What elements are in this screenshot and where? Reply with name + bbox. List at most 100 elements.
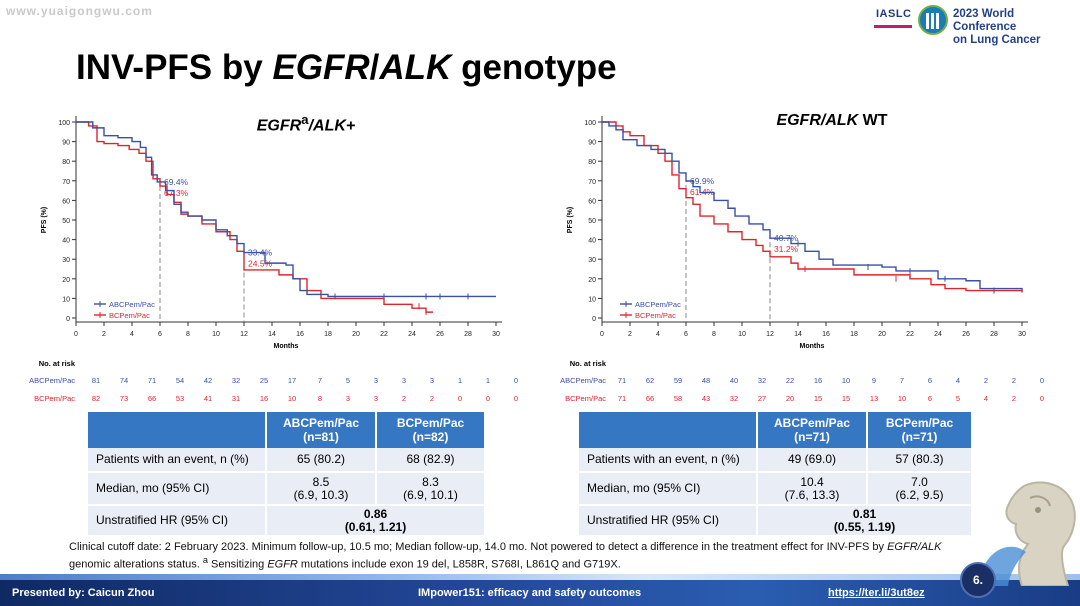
risk-count: 15	[842, 394, 850, 403]
y-tick-label: 60	[588, 198, 596, 205]
x-tick-label: 10	[738, 331, 746, 338]
risk-count: 81	[92, 376, 100, 385]
x-tick-label: 22	[906, 331, 914, 338]
x-tick-label: 10	[212, 331, 220, 338]
landmark-abc-value: 69.4%	[164, 177, 189, 187]
footer-study-title: IMpower151: efficacy and safety outcomes	[418, 587, 642, 599]
risk-row-label: BCPem/Pac	[34, 394, 75, 403]
risk-count: 0	[514, 376, 518, 385]
y-tick-label: 70	[588, 179, 596, 186]
km-curve-bc	[602, 121, 1023, 293]
x-tick-label: 4	[130, 331, 134, 338]
y-tick-label: 30	[62, 257, 70, 264]
km-curve-abc	[76, 121, 496, 298]
risk-count: 3	[374, 376, 378, 385]
title-post: genotype	[451, 48, 617, 87]
chart-subtitle: EGFRa/ALK+	[256, 112, 356, 135]
conference-logo: IASLC 2023 World Conference on Lung Canc…	[864, 4, 1072, 46]
chart-subtitle: EGFR/ALK WT	[776, 112, 888, 129]
chart-subtitle-text: EGFR/ALK WT	[776, 112, 888, 129]
events-abc: 49 (69.0)	[757, 448, 868, 473]
x-tick-label: 24	[408, 331, 416, 338]
y-tick-label: 70	[62, 179, 70, 186]
y-tick-label: 40	[62, 238, 70, 245]
risk-count: 3	[346, 394, 350, 403]
risk-count: 74	[120, 376, 128, 385]
x-tick-label: 6	[158, 331, 162, 338]
risk-count: 20	[786, 394, 794, 403]
risk-count: 6	[928, 394, 932, 403]
risk-count: 25	[260, 376, 268, 385]
risk-count: 66	[148, 394, 156, 403]
x-tick-label: 20	[352, 331, 360, 338]
x-tick-label: 24	[934, 331, 942, 338]
risk-count: 48	[702, 376, 710, 385]
risk-row-label: ABCPem/Pac	[29, 376, 75, 385]
y-tick-label: 40	[588, 238, 596, 245]
x-tick-label: 16	[822, 331, 830, 338]
x-tick-label: 20	[878, 331, 886, 338]
row-label-median: Median, mo (95% CI)	[579, 472, 758, 506]
median-abc: 8.5 (6.9, 10.3)	[266, 472, 377, 506]
x-tick-label: 8	[712, 331, 716, 338]
landmark-bc-value: 67.3%	[164, 188, 189, 198]
risk-count: 7	[318, 376, 322, 385]
x-tick-label: 30	[492, 331, 500, 338]
y-axis-label: PFS (%)	[567, 207, 574, 233]
risk-count: 58	[674, 394, 682, 403]
footer-link[interactable]: https://ter.li/3ut8ez	[828, 587, 925, 599]
x-axis-label: Months	[274, 343, 299, 350]
risk-count: 71	[618, 394, 626, 403]
landmark-bc-value: 31.2%	[774, 244, 799, 254]
risk-count: 5	[956, 394, 960, 403]
y-tick-label: 90	[588, 140, 596, 147]
risk-count: 3	[430, 376, 434, 385]
risk-count: 66	[646, 394, 654, 403]
risk-count: 32	[730, 394, 738, 403]
risk-count: 0	[486, 394, 490, 403]
risk-count: 53	[176, 394, 184, 403]
x-tick-label: 28	[990, 331, 998, 338]
y-tick-label: 100	[58, 120, 70, 127]
risk-row-label: ABCPem/Pac	[560, 376, 606, 385]
y-tick-label: 80	[62, 159, 70, 166]
chart-subtitle-text: EGFRa/ALK+	[256, 112, 356, 135]
risk-count: 4	[956, 376, 960, 385]
table-header-blank	[579, 412, 758, 448]
y-tick-label: 50	[62, 218, 70, 225]
events-bc: 68 (82.9)	[376, 448, 484, 473]
risk-count: 43	[702, 394, 710, 403]
risk-count: 13	[870, 394, 878, 403]
watermark: www.yuaigongwu.com	[6, 4, 153, 18]
summary-table-egfr-alk-wt: ABCPem/Pac (n=71) BCPem/Pac (n=71) Patien…	[579, 412, 971, 537]
title-alk: ALK	[379, 48, 452, 87]
footer-stripe	[0, 574, 1080, 580]
risk-count: 71	[148, 376, 156, 385]
legend-label: BCPem/Pac	[109, 311, 150, 320]
risk-count: 1	[486, 376, 490, 385]
x-tick-label: 22	[380, 331, 388, 338]
y-tick-label: 60	[62, 198, 70, 205]
risk-count: 15	[814, 394, 822, 403]
x-tick-label: 18	[850, 331, 858, 338]
km-curve-bc	[76, 121, 433, 313]
risk-count: 42	[204, 376, 212, 385]
x-tick-label: 8	[186, 331, 190, 338]
x-tick-label: 12	[240, 331, 248, 338]
hr-value: 0.86 (0.61, 1.21)	[266, 505, 484, 537]
risk-count: 32	[232, 376, 240, 385]
legend-label: ABCPem/Pac	[635, 300, 681, 309]
km-curve-abc	[602, 121, 1023, 291]
risk-header: No. at risk	[39, 359, 76, 368]
median-abc: 10.4 (7.6, 13.3)	[757, 472, 868, 506]
row-label-hr: Unstratified HR (95% CI)	[88, 505, 267, 537]
risk-count: 40	[730, 376, 738, 385]
risk-count: 4	[984, 394, 988, 403]
y-tick-label: 90	[62, 140, 70, 147]
y-tick-label: 10	[62, 296, 70, 303]
risk-count: 2	[430, 394, 434, 403]
risk-count: 31	[232, 394, 240, 403]
x-tick-label: 16	[296, 331, 304, 338]
